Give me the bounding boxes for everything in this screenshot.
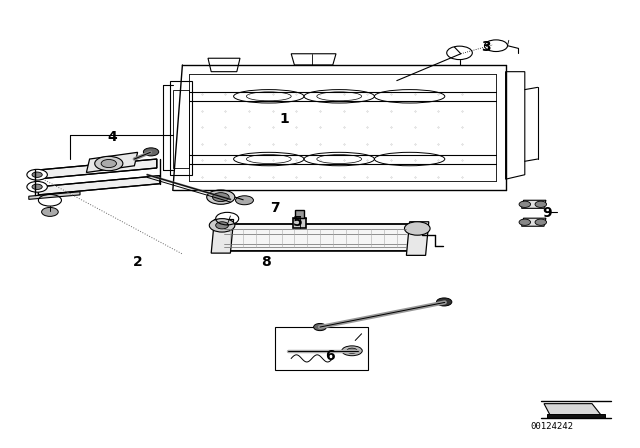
Polygon shape (522, 200, 546, 208)
Ellipse shape (143, 148, 159, 156)
Text: 8: 8 (260, 255, 271, 269)
Text: 9: 9 (542, 206, 552, 220)
Ellipse shape (42, 207, 58, 216)
Polygon shape (35, 159, 157, 179)
Polygon shape (38, 176, 160, 195)
Text: 3: 3 (481, 40, 492, 54)
Text: 1: 1 (280, 112, 290, 126)
Text: 6: 6 (324, 349, 335, 363)
Polygon shape (211, 220, 234, 253)
Text: 5: 5 (292, 215, 303, 229)
Ellipse shape (436, 298, 452, 306)
Ellipse shape (535, 219, 547, 225)
Ellipse shape (535, 201, 547, 207)
Ellipse shape (314, 323, 326, 331)
Ellipse shape (27, 181, 47, 192)
Ellipse shape (519, 219, 531, 225)
Ellipse shape (101, 159, 116, 168)
Polygon shape (522, 218, 546, 226)
Ellipse shape (404, 222, 430, 235)
Ellipse shape (236, 196, 253, 205)
Ellipse shape (347, 348, 357, 353)
Text: 2: 2 (132, 255, 143, 269)
Ellipse shape (27, 169, 47, 180)
Ellipse shape (95, 156, 123, 171)
Bar (295, 210, 304, 218)
Polygon shape (29, 192, 80, 199)
Ellipse shape (342, 346, 362, 356)
Ellipse shape (519, 201, 531, 207)
Ellipse shape (212, 193, 229, 202)
Bar (173, 90, 189, 168)
Text: 7: 7 (270, 201, 280, 215)
Polygon shape (544, 404, 602, 416)
Ellipse shape (207, 190, 235, 204)
Polygon shape (86, 152, 138, 172)
Ellipse shape (32, 184, 42, 190)
Text: 4: 4 (107, 129, 117, 144)
Polygon shape (218, 224, 413, 251)
Text: 00124242: 00124242 (530, 422, 573, 431)
Polygon shape (406, 222, 429, 255)
Polygon shape (547, 414, 605, 418)
Ellipse shape (209, 219, 235, 232)
Bar (293, 218, 306, 228)
Ellipse shape (216, 222, 228, 229)
Ellipse shape (32, 172, 42, 177)
Bar (275, 327, 368, 370)
